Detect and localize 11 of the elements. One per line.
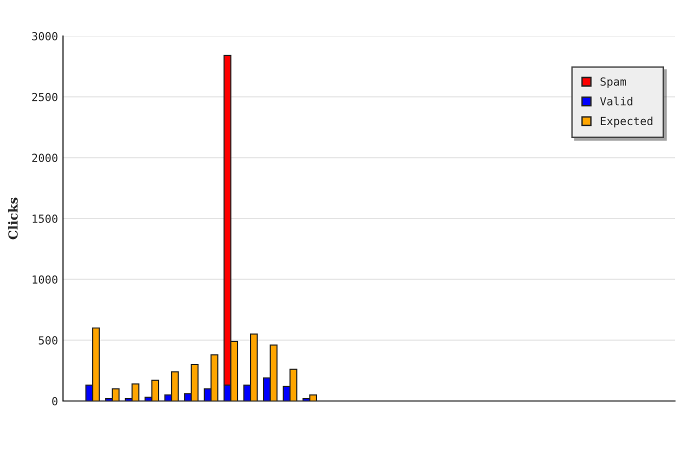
y-axis-title: Clicks [8,198,18,240]
legend-label: Expected [600,116,652,128]
y-tick-label: 1000 [32,275,58,284]
legend-label: Valid [600,96,632,106]
y-tick-label: 0 [52,397,58,406]
y-tick-label: 2500 [32,92,58,102]
y-tick-label: 2000 [32,154,58,162]
y-tick-label: 500 [38,336,58,345]
y-tick-label: 3000 [32,32,58,40]
y-tick-label: 1500 [32,214,58,223]
legend-label: Spam [600,77,626,88]
